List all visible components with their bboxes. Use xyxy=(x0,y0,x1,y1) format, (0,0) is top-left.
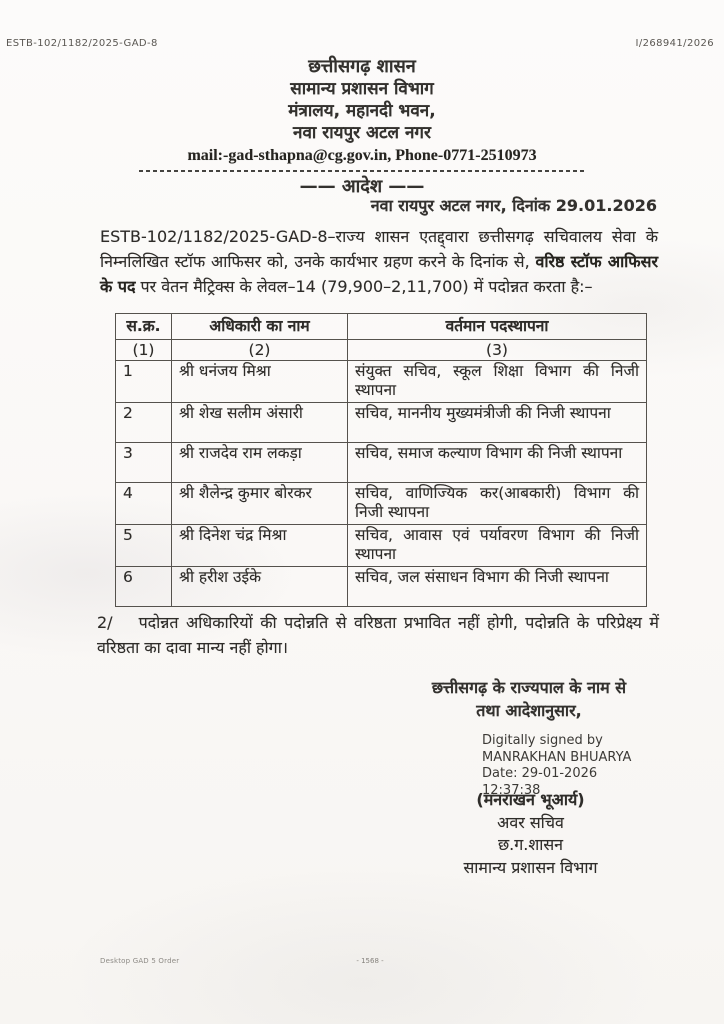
clause-number: 2/ xyxy=(97,613,113,632)
digital-signature-line-3: Date: 29-01-2026 xyxy=(482,766,598,781)
seniority-clause-paragraph: 2/पदोन्नत अधिकारियों की पदोन्नति से वरिष… xyxy=(97,610,659,660)
address-line-1: मंत्रालय, महानदी भवन, xyxy=(288,101,436,121)
column-number-1: (1) xyxy=(115,338,172,361)
digital-signature-block: Digitally signed by MANRAKHAN BHUARYA Da… xyxy=(482,733,692,799)
cell-serial: 5 xyxy=(115,523,172,567)
signer-government: छ.ग.शासन xyxy=(497,835,564,854)
by-order-block: छत्तीसगढ़ के राज्यपाल के नाम से तथा आदेश… xyxy=(398,676,660,722)
file-reference-left: ESTB-102/1182/2025-GAD-8 xyxy=(6,38,158,49)
signer-department: सामान्य प्रशासन विभाग xyxy=(463,857,598,877)
top-reference-row: ESTB-102/1182/2025-GAD-8 I/268941/2026 xyxy=(6,38,714,49)
cell-current-posting: सचिव, जल संसाधन विभाग की निजी स्थापना xyxy=(347,565,647,607)
by-order-line-1: छत्तीसगढ़ के राज्यपाल के नाम से xyxy=(431,678,627,697)
clause-text: पदोन्नत अधिकारियों की पदोन्नति से वरिष्ठ… xyxy=(97,613,659,657)
cell-officer-name: श्री धनंजय मिश्रा xyxy=(171,359,348,403)
order-paragraph: ESTB-102/1182/2025-GAD-8–राज्य शासन एतद्… xyxy=(100,224,658,299)
file-reference-right: I/268941/2026 xyxy=(635,38,714,49)
table-header-row: स.क्र. अधिकारी का नाम वर्तमान पदस्थापना xyxy=(115,313,647,340)
address-line-2: नवा रायपुर अटल नगर xyxy=(293,123,431,143)
signer-designation: अवर सचिव xyxy=(497,812,564,832)
table-row: 4 श्री शैलेन्द्र कुमार बोरकर सचिव, वाणिज… xyxy=(115,481,647,525)
cell-serial: 3 xyxy=(115,441,172,483)
header-current-posting: वर्तमान पदस्थापना xyxy=(347,313,647,340)
cell-current-posting: संयुक्त सचिव, स्कूल शिक्षा विभाग की निजी… xyxy=(347,359,647,403)
government-name: छत्तीसगढ़ शासन xyxy=(308,56,416,77)
cell-current-posting: सचिव, वाणिज्यिक कर(आबकारी) विभाग की निजी… xyxy=(347,481,647,525)
table-row: 3 श्री राजदेव राम लकड़ा सचिव, समाज कल्या… xyxy=(115,441,647,483)
table-row: 5 श्री दिनेश चंद्र मिश्रा सचिव, आवास एवं… xyxy=(115,523,647,567)
cell-serial: 2 xyxy=(115,401,172,443)
signer-details-block: (मनराखन भूआर्य) अवर सचिव छ.ग.शासन सामान्… xyxy=(408,789,653,879)
cell-officer-name: श्री शैलेन्द्र कुमार बोरकर xyxy=(171,481,348,525)
order-paragraph-bold: वरिष्ठ स्टॉफ आफिसर के पद xyxy=(100,252,659,296)
table-column-number-row: (1) (2) (3) xyxy=(115,338,647,361)
cell-officer-name: श्री राजदेव राम लकड़ा xyxy=(171,441,348,483)
dashed-separator xyxy=(139,170,585,172)
promotion-table: स.क्र. अधिकारी का नाम वर्तमान पदस्थापना … xyxy=(115,313,647,607)
letterhead: छत्तीसगढ़ शासन सामान्य प्रशासन विभाग मंत… xyxy=(0,56,724,199)
header-officer-name: अधिकारी का नाम xyxy=(171,313,348,340)
column-number-3: (3) xyxy=(347,338,647,361)
footer-file-note: Desktop GAD 5 Order xyxy=(100,957,180,965)
signer-name: (मनराखन भूआर्य) xyxy=(476,790,585,809)
dateline: नवा रायपुर अटल नगर, दिनांक 29.01.2026 xyxy=(370,196,657,215)
cell-current-posting: सचिव, माननीय मुख्यमंत्रीजी की निजी स्थाप… xyxy=(347,401,647,443)
header-serial: स.क्र. xyxy=(115,313,172,340)
digital-signature-line-1: Digitally signed by xyxy=(482,733,603,748)
order-paragraph-end: पर वेतन मैट्रिक्स के लेवल–14 (79,900–2,1… xyxy=(135,277,593,296)
cell-current-posting: सचिव, समाज कल्याण विभाग की निजी स्थापना xyxy=(347,441,647,483)
table-row: 2 श्री शेख सलीम अंसारी सचिव, माननीय मुख्… xyxy=(115,401,647,443)
by-order-line-2: तथा आदेशानुसार, xyxy=(476,701,582,720)
cell-officer-name: श्री दिनेश चंद्र मिश्रा xyxy=(171,523,348,567)
order-title: —— आदेश —— xyxy=(299,176,425,197)
footer-page-number: - 1568 - xyxy=(356,957,384,965)
digital-signature-line-4: 12:37:38 xyxy=(482,782,541,798)
table-row: 6 श्री हरीश उईके सचिव, जल संसाधन विभाग क… xyxy=(115,565,647,607)
order-paragraph-start: ESTB-102/1182/2025-GAD-8–राज्य शासन एतद्… xyxy=(100,227,658,271)
contact-line: mail:-gad-sthapna@cg.gov.in, Phone-0771-… xyxy=(187,147,537,164)
cell-serial: 6 xyxy=(115,565,172,607)
digital-signature-line-2: MANRAKHAN BHUARYA xyxy=(482,749,632,765)
cell-serial: 4 xyxy=(115,481,172,525)
column-number-2: (2) xyxy=(171,338,348,361)
cell-officer-name: श्री हरीश उईके xyxy=(171,565,348,607)
cell-officer-name: श्री शेख सलीम अंसारी xyxy=(171,401,348,443)
department-name: सामान्य प्रशासन विभाग xyxy=(290,79,434,99)
table-row: 1 श्री धनंजय मिश्रा संयुक्त सचिव, स्कूल … xyxy=(115,359,647,403)
cell-current-posting: सचिव, आवास एवं पर्यावरण विभाग की निजी स्… xyxy=(347,523,647,567)
cell-serial: 1 xyxy=(115,359,172,403)
